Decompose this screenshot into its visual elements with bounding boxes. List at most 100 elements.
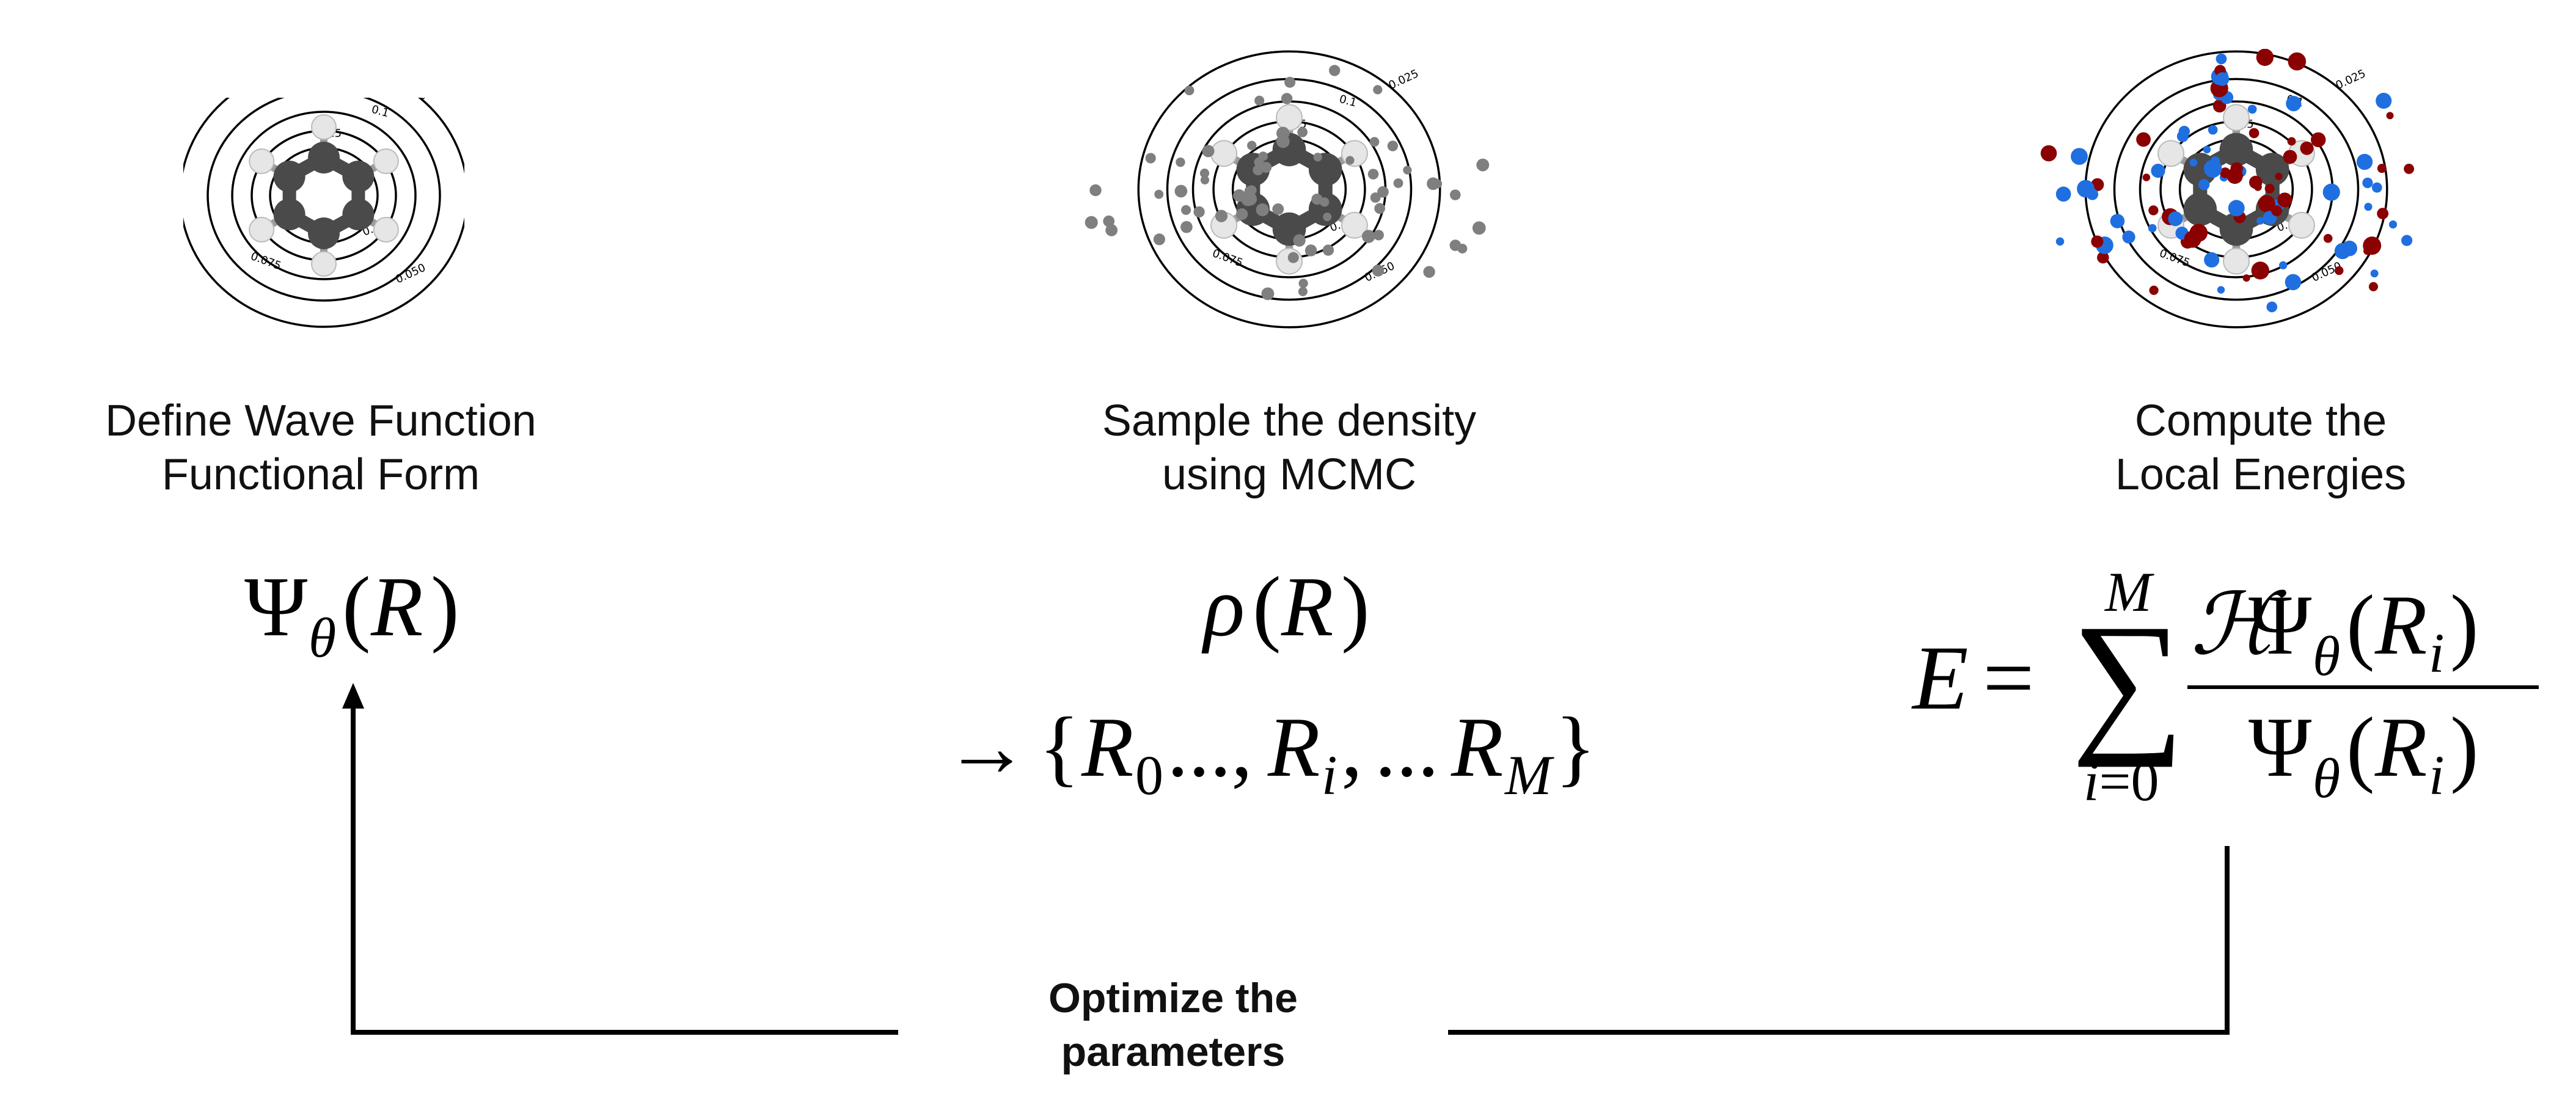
walker-point [1281, 93, 1293, 104]
hydrogen-atom [373, 148, 399, 174]
walker-point [1449, 189, 1461, 200]
walker-point [1369, 137, 1380, 147]
local-energy-point [2334, 266, 2344, 275]
walker-point [1154, 189, 1164, 199]
svg-text:M: M [2104, 561, 2154, 623]
svg-text:M: M [1504, 744, 1554, 806]
svg-text:ℋ: ℋ [2190, 578, 2287, 673]
local-energy-point [2247, 104, 2257, 114]
walker-point [1423, 266, 1435, 278]
walker-point [1184, 86, 1195, 95]
walker-point [1322, 244, 1334, 256]
local-energy-point [2251, 261, 2269, 280]
local-energy-point [2266, 301, 2278, 313]
local-energy-point [2271, 205, 2283, 217]
local-energy-point [2258, 195, 2275, 213]
walker-point [1254, 95, 1265, 106]
walker-point [1247, 140, 1257, 150]
svg-text:E: E [1911, 627, 1969, 729]
local-energy-point [2256, 49, 2274, 66]
step2-caption-line1: Sample the density [1102, 396, 1477, 445]
local-energy-point [2204, 252, 2220, 268]
walker-point [1193, 206, 1205, 218]
loop-line-left [351, 702, 898, 1035]
svg-text:Ψ: Ψ [2249, 700, 2311, 795]
svg-text:θ: θ [309, 607, 336, 669]
svg-text:ρ: ρ [1201, 560, 1245, 654]
svg-text:Ψ: Ψ [244, 560, 307, 654]
walker-point [1476, 158, 1490, 172]
svg-text:): ) [1341, 560, 1370, 654]
local-energy-point [2242, 274, 2250, 282]
local-energy-point [2215, 72, 2230, 86]
svg-text:Ψ: Ψ [2249, 578, 2311, 673]
svg-text:i: i [1322, 744, 1337, 806]
local-energy-point [2277, 192, 2292, 208]
local-energy-point [2264, 183, 2275, 194]
step1-caption: Define Wave Function Functional Form [55, 394, 587, 501]
local-energy-formula: E = ∑ M i=0 ℋ Ψ θ ( R i ) Ψ θ ( R i ) [1911, 561, 2539, 812]
local-energy-point [2377, 164, 2387, 173]
walker-point [1181, 205, 1191, 215]
contour-line [207, 98, 441, 302]
walker-point [1105, 224, 1118, 236]
local-energy-point [2208, 125, 2218, 135]
local-energy-point [2275, 172, 2283, 180]
svg-text:): ) [2450, 578, 2479, 673]
local-energy-point [2198, 179, 2210, 191]
hydrogen-atom [373, 217, 399, 243]
local-energy-point [2370, 269, 2379, 278]
svg-text:R: R [1267, 700, 1320, 795]
local-energy-point [2356, 153, 2373, 170]
svg-text:): ) [431, 560, 459, 654]
walker-point [1256, 203, 1269, 216]
carbon-atom [342, 161, 375, 192]
svg-text:R: R [2374, 700, 2428, 795]
walker-point [1199, 168, 1210, 178]
walker-point [1370, 192, 1381, 203]
local-energy-point [2178, 125, 2190, 137]
walker-point [1232, 189, 1246, 202]
carbon-atom [342, 199, 375, 230]
local-energy-point [2377, 208, 2389, 220]
local-energy-point [2189, 158, 2198, 167]
hydrogen-atom [1276, 104, 1303, 131]
local-energy-point [2404, 164, 2415, 174]
local-energy-point [2203, 145, 2211, 154]
local-energy-point [2364, 203, 2373, 211]
walker-point [1243, 192, 1257, 206]
local-energy-point [2362, 177, 2373, 188]
local-energy-point [2142, 173, 2151, 181]
local-energy-point [2148, 224, 2157, 233]
svg-text:R: R [1081, 700, 1134, 795]
local-energy-point [2371, 182, 2382, 193]
walker-point [1297, 126, 1308, 137]
svg-text:{: { [1039, 700, 1080, 795]
local-energy-point [2388, 220, 2398, 229]
local-energy-point [2386, 112, 2394, 120]
step2-caption-line2: using MCMC [1162, 450, 1417, 499]
local-energy-point [2363, 236, 2382, 255]
optimize-label: Optimize the parameters [929, 971, 1418, 1079]
svg-text:): ) [2450, 700, 2479, 795]
local-energy-point [2110, 214, 2125, 228]
svg-text:∑: ∑ [2071, 592, 2184, 768]
density-formula: ρ ( R ) [1201, 560, 1370, 654]
local-energy-point [2091, 235, 2104, 248]
local-energy-point [2216, 53, 2227, 65]
svg-text:(: ( [1253, 560, 1281, 654]
local-energy-point [2210, 156, 2220, 166]
hydrogen-atom [2288, 211, 2315, 239]
hydrogen-atom [2223, 104, 2250, 131]
hydrogen-atom [2157, 140, 2185, 167]
contour-line [231, 111, 417, 280]
walker-point [1393, 178, 1403, 188]
carbon-atom [2183, 192, 2217, 226]
walker-point [1180, 221, 1193, 233]
svg-text:→: → [944, 700, 1030, 795]
svg-text:i: i [2429, 622, 2445, 684]
svg-text:i=0: i=0 [2084, 750, 2159, 812]
